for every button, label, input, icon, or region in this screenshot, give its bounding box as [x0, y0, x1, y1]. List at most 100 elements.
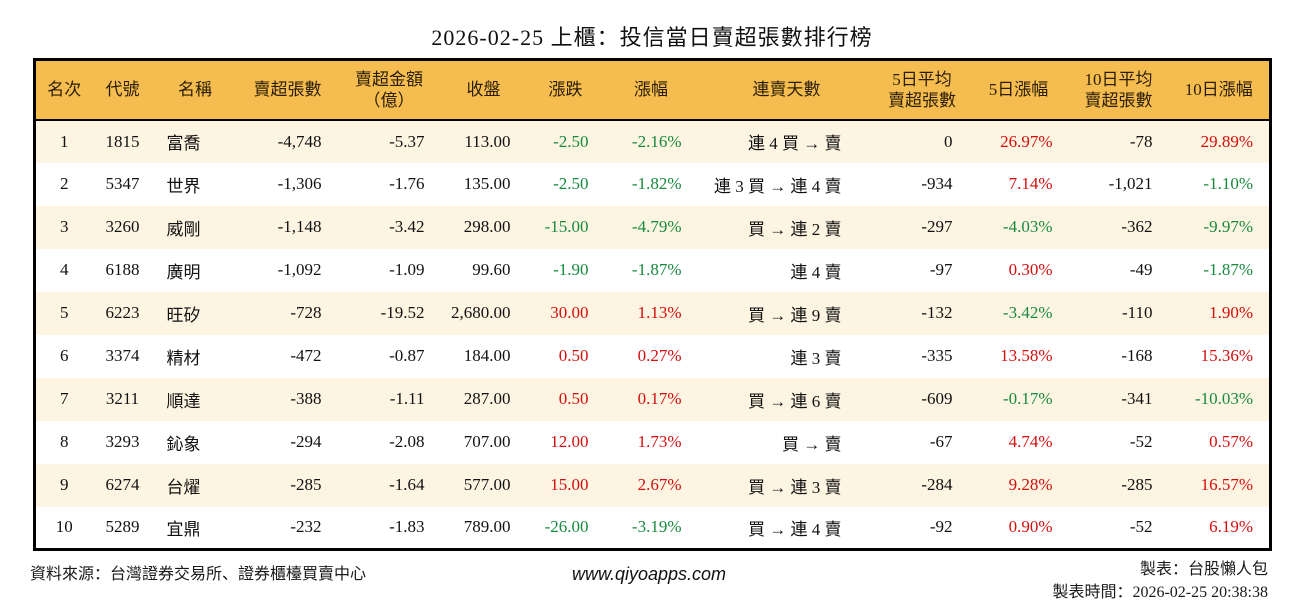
cell-code: 5289: [92, 506, 153, 550]
cell-chg10: -9.97%: [1168, 205, 1271, 249]
cell-streak: 連 3 買 → 連 4 賣: [697, 162, 876, 206]
cell-streak: 買 → 賣: [697, 420, 876, 464]
column-header-avg10: 10日平均 賣超張數: [1068, 59, 1169, 121]
table-row: 10 5289 宜鼎 -232 -1.83 789.00 -26.00 -3.19% 買 → 連…: [34, 506, 1271, 550]
cell-amount: -3.42: [337, 205, 441, 249]
cell-rank: 9: [34, 463, 93, 507]
cell-avg5: -934: [875, 162, 969, 206]
cell-net_sell: -728: [237, 291, 338, 335]
cell-rank: 1: [34, 119, 93, 163]
cell-close: 113.00: [440, 119, 527, 163]
cell-chg5: 9.28%: [968, 463, 1069, 507]
cell-chg_pct: -1.87%: [604, 248, 698, 292]
cell-change: -1.90: [526, 248, 605, 292]
cell-chg10: -1.87%: [1168, 248, 1271, 292]
cell-avg10: -52: [1068, 420, 1169, 464]
cell-chg10: 6.19%: [1168, 506, 1271, 550]
cell-chg_pct: 0.27%: [604, 334, 698, 378]
cell-change: -26.00: [526, 506, 605, 550]
cell-change: 0.50: [526, 377, 605, 421]
cell-name: 宜鼎: [152, 506, 238, 550]
table-row: 1 1815 富喬 -4,748 -5.37 113.00 -2.50 -2.16% 連 4 買…: [34, 119, 1271, 163]
table-body: 1 1815 富喬 -4,748 -5.37 113.00 -2.50 -2.16% 連 4 買…: [34, 119, 1271, 550]
cell-net_sell: -472: [237, 334, 338, 378]
cell-code: 3260: [92, 205, 153, 249]
cell-rank: 8: [34, 420, 93, 464]
cell-streak: 買 → 連 4 賣: [697, 506, 876, 550]
cell-chg10: 1.90%: [1168, 291, 1271, 335]
cell-code: 3374: [92, 334, 153, 378]
cell-change: 0.50: [526, 334, 605, 378]
cell-code: 1815: [92, 119, 153, 163]
cell-code: 6274: [92, 463, 153, 507]
cell-avg10: -1,021: [1068, 162, 1169, 206]
cell-avg10: -285: [1068, 463, 1169, 507]
cell-net_sell: -1,092: [237, 248, 338, 292]
cell-change: -2.50: [526, 162, 605, 206]
cell-rank: 2: [34, 162, 93, 206]
cell-change: 15.00: [526, 463, 605, 507]
maker-block: 製表：台股懶人包 製表時間：2026-02-25 20:38:38: [1052, 558, 1268, 604]
cell-rank: 7: [34, 377, 93, 421]
cell-avg10: -168: [1068, 334, 1169, 378]
table-header-row: 名次 代號 名稱 賣超張數 賣超金額 （億） 收盤 漲跌 漲幅 連賣天數 5日平均 賣超張數 5日漲…: [34, 59, 1271, 121]
cell-name: 旺矽: [152, 291, 238, 335]
cell-streak: 連 4 買 → 賣: [697, 119, 876, 163]
cell-chg_pct: 1.73%: [604, 420, 698, 464]
cell-net_sell: -232: [237, 506, 338, 550]
cell-chg5: -3.42%: [968, 291, 1069, 335]
cell-avg5: 0: [875, 119, 969, 163]
cell-avg5: -335: [875, 334, 969, 378]
cell-close: 298.00: [440, 205, 527, 249]
cell-close: 2,680.00: [440, 291, 527, 335]
cell-net_sell: -1,306: [237, 162, 338, 206]
cell-rank: 5: [34, 291, 93, 335]
cell-chg5: 0.30%: [968, 248, 1069, 292]
column-header-change: 漲跌: [526, 59, 605, 121]
cell-avg5: -67: [875, 420, 969, 464]
cell-close: 577.00: [440, 463, 527, 507]
ranking-table: 名次 代號 名稱 賣超張數 賣超金額 （億） 收盤 漲跌 漲幅 連賣天數 5日平均 賣超張數 5日漲…: [33, 58, 1272, 551]
column-header-amount: 賣超金額 （億）: [337, 59, 441, 121]
cell-chg_pct: -2.16%: [604, 119, 698, 163]
cell-name: 富喬: [152, 119, 238, 163]
cell-amount: -1.64: [337, 463, 441, 507]
cell-avg10: -52: [1068, 506, 1169, 550]
cell-avg5: -297: [875, 205, 969, 249]
cell-name: 世界: [152, 162, 238, 206]
column-header-chg10: 10日漲幅: [1168, 59, 1271, 121]
cell-avg5: -92: [875, 506, 969, 550]
cell-rank: 6: [34, 334, 93, 378]
cell-chg_pct: -3.19%: [604, 506, 698, 550]
cell-name: 順達: [152, 377, 238, 421]
cell-avg5: -284: [875, 463, 969, 507]
cell-chg_pct: 2.67%: [604, 463, 698, 507]
cell-change: -15.00: [526, 205, 605, 249]
cell-close: 99.60: [440, 248, 527, 292]
cell-chg_pct: 0.17%: [604, 377, 698, 421]
table-row: 4 6188 廣明 -1,092 -1.09 99.60 -1.90 -1.87% 連 4 賣-…: [34, 248, 1271, 292]
cell-chg5: 7.14%: [968, 162, 1069, 206]
maker-label: 製表：台股懶人包: [1139, 561, 1268, 578]
column-header-streak: 連賣天數: [697, 59, 876, 121]
cell-change: 30.00: [526, 291, 605, 335]
cell-rank: 4: [34, 248, 93, 292]
table-row: 6 3374 精材 -472 -0.87 184.00 0.50 0.27% 連 3 賣 -335…: [34, 334, 1271, 378]
cell-net_sell: -388: [237, 377, 338, 421]
cell-change: 12.00: [526, 420, 605, 464]
cell-streak: 買 → 連 6 賣: [697, 377, 876, 421]
table-row: 8 3293 鈊象 -294 -2.08 707.00 12.00 1.73% 買 → 賣 -67…: [34, 420, 1271, 464]
column-header-close: 收盤: [440, 59, 527, 121]
cell-avg10: -110: [1068, 291, 1169, 335]
cell-code: 6188: [92, 248, 153, 292]
cell-change: -2.50: [526, 119, 605, 163]
cell-net_sell: -285: [237, 463, 338, 507]
cell-code: 6223: [92, 291, 153, 335]
column-header-chg_pct: 漲幅: [604, 59, 698, 121]
cell-close: 184.00: [440, 334, 527, 378]
cell-close: 287.00: [440, 377, 527, 421]
cell-name: 威剛: [152, 205, 238, 249]
column-header-code: 代號: [92, 59, 153, 121]
cell-amount: -2.08: [337, 420, 441, 464]
